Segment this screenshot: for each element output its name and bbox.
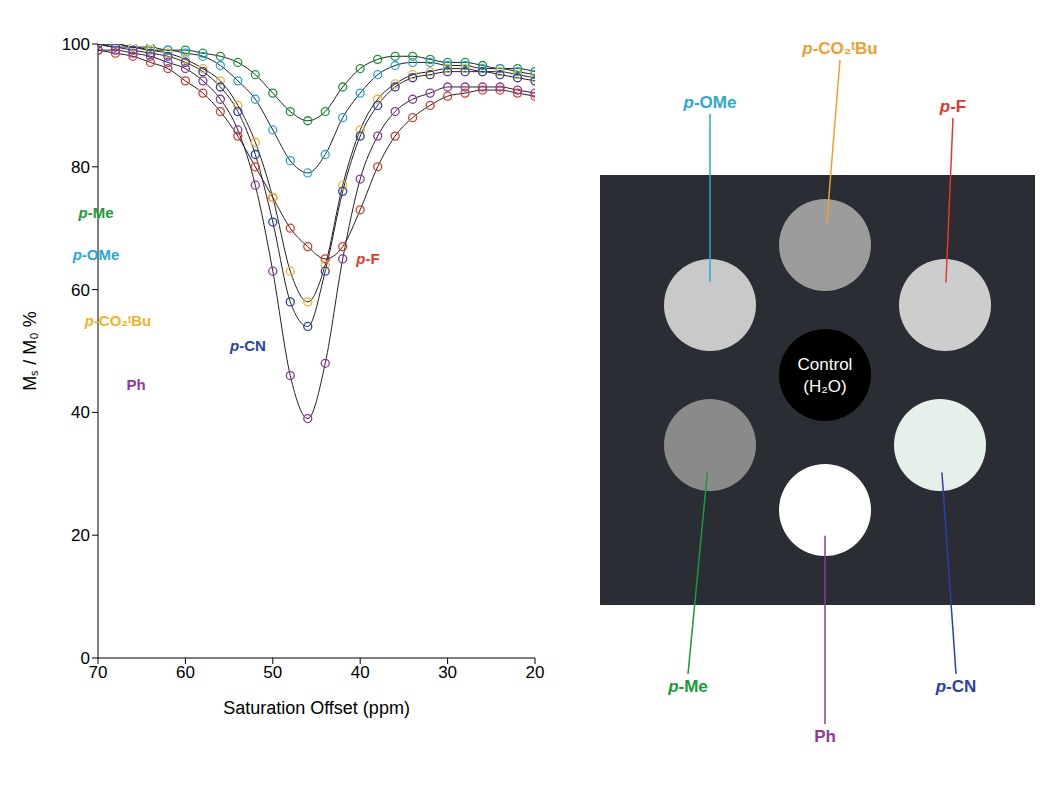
svg-text:0: 0 (81, 649, 90, 668)
svg-text:Ph: Ph (126, 376, 145, 393)
svg-text:p-CN: p-CN (935, 677, 977, 696)
svg-text:20: 20 (526, 663, 545, 682)
svg-text:60: 60 (176, 663, 195, 682)
svg-text:p-F: p-F (355, 250, 379, 267)
svg-text:Mₛ / M₀ %: Mₛ / M₀ % (20, 311, 40, 390)
svg-text:Control: Control (798, 355, 853, 374)
svg-text:40: 40 (71, 403, 90, 422)
svg-text:p-CO₂ᵗBu: p-CO₂ᵗBu (84, 312, 152, 329)
svg-text:30: 30 (438, 663, 457, 682)
svg-text:80: 80 (71, 158, 90, 177)
svg-text:p-F: p-F (939, 97, 966, 116)
svg-text:p-CN: p-CN (229, 337, 266, 354)
svg-text:Saturation Offset (ppm): Saturation Offset (ppm) (223, 698, 410, 718)
svg-text:50: 50 (263, 663, 282, 682)
svg-text:p-CO₂ᵗBu: p-CO₂ᵗBu (801, 39, 877, 58)
svg-text:p-Me: p-Me (667, 677, 708, 696)
svg-text:(H₂O): (H₂O) (803, 377, 846, 396)
svg-text:70: 70 (89, 663, 108, 682)
svg-text:p-OMe: p-OMe (72, 246, 120, 263)
svg-text:p-OMe: p-OMe (683, 93, 737, 112)
svg-text:60: 60 (71, 281, 90, 300)
svg-text:40: 40 (351, 663, 370, 682)
svg-text:100: 100 (62, 35, 90, 54)
svg-text:20: 20 (71, 526, 90, 545)
svg-text:Ph: Ph (814, 727, 836, 746)
svg-text:p-Me: p-Me (77, 204, 113, 221)
